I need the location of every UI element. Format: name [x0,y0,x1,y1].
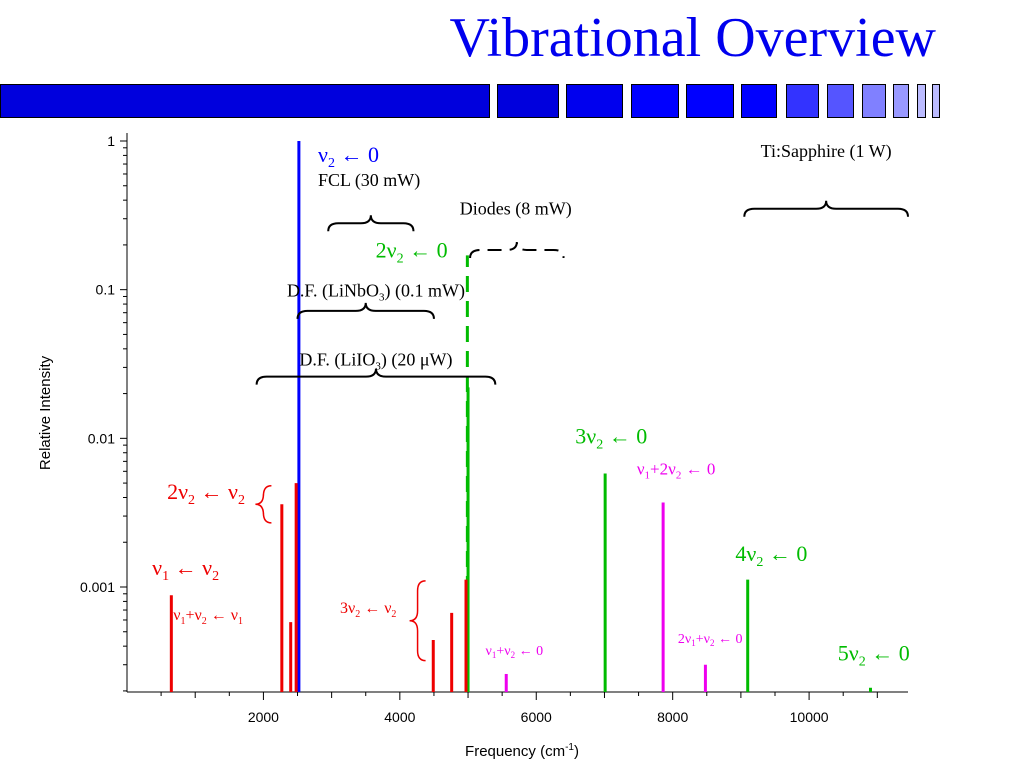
laser-ranges [255,200,909,662]
band-labels: ν2 ← 0 2ν2 ← 0 3ν2 ← 0 4ν2 ← 0 5ν2 ← 0 ν1+2ν2… [152,141,910,670]
group-brace-two_nu2_from_nu2 [255,484,272,524]
range-brace-fcl [327,215,415,232]
x-tick-label: 10000 [790,709,829,725]
x-axis-label: Frequency (cm-1) [465,742,579,760]
range-brace-df_liio3 [255,368,497,385]
x-tick-label: 2000 [248,709,279,725]
title-bar-block [786,84,819,118]
label-four_nu2: 4ν2 ← 0 [735,541,807,570]
label-two_nu1_nu2: 2ν1+ν2 ← 0 [678,632,743,648]
label-three_nu2: 3ν2 ← 0 [575,424,647,453]
label-nu1_2nu2: ν1+2ν2 ← 0 [637,460,715,482]
label-two_nu2: 2ν2 ← 0 [376,237,448,266]
chart-axes: 1 0.1 0.01 0.001 2000 4000 6000 8000 10000 [80,133,908,725]
y-tick-label: 0.001 [80,579,115,595]
label-nu1_nu2_from_nu1: ν1+ν2 ← ν1 [173,607,243,627]
y-tick-label: 0.1 [96,282,116,298]
label-nu1_nu2: ν1+ν2 ← 0 [486,644,544,660]
title-bar-block [686,84,734,118]
label-df_linbo3: D.F. (LiNbO3) (0.1 mW) [287,280,465,303]
range-brace-df_linbo3 [296,302,435,319]
title-bar-block [893,84,909,118]
title-bar-block [827,84,854,118]
label-nu1_from_nu2: ν1 ← ν2 [152,555,219,584]
label-two_nu2_from_nu2: 2ν2 ← ν2 [167,479,245,508]
range-brace-ti_sapphire [743,200,909,217]
x-tick-label: 4000 [384,709,415,725]
title-bar-block [917,84,926,118]
title-decoration-bar [0,84,1024,120]
title-bar-block [741,84,777,118]
range-brace-diodes [469,241,565,259]
title-bar-block [631,84,679,118]
y-axis-label: Relative Intensity [37,355,54,470]
x-tick-label: 6000 [521,709,552,725]
label-three_nu2_from_nu2: 3ν2 ← ν2 [340,600,396,620]
label-nu2_fund: ν2 ← 0 [318,142,379,171]
slide-title: Vibrational Overview [449,7,936,69]
title-bar-block [0,84,490,118]
label-ti_sapphire: Ti:Sapphire (1 W) [761,141,892,162]
group-brace-three_nu2_from_nu2 [409,580,426,662]
y-tick-label: 0.01 [88,430,115,446]
title-bar-block [566,84,623,118]
y-tick-label: 1 [107,133,115,149]
label-fcl: FCL (30 mW) [318,170,420,191]
x-tick-label: 8000 [657,709,688,725]
label-five_nu2: 5ν2 ← 0 [838,641,910,670]
chart-sticks [169,141,872,692]
label-df_liio3: D.F. (LiIO3) (20 μW) [299,349,452,372]
title-bar-block [862,84,886,118]
title-bar-block [932,84,940,118]
label-diodes: Diodes (8 mW) [460,199,572,220]
title-bar-block [497,84,559,118]
